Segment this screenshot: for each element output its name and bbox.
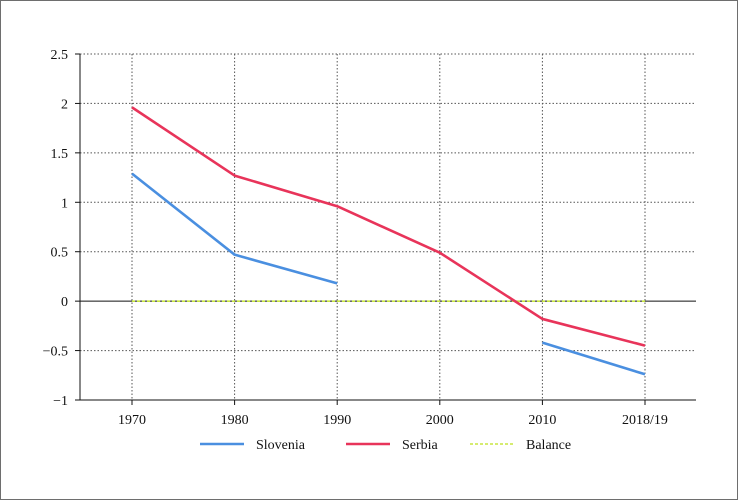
y-tick-label: −0.5 <box>43 345 68 360</box>
x-tick-label: 2018/19 <box>622 413 668 428</box>
y-tick-label: 0.5 <box>51 246 69 261</box>
x-tick-label: 1980 <box>221 413 249 428</box>
y-tick-label: 1 <box>61 196 68 211</box>
x-tick-label: 2010 <box>528 413 556 428</box>
x-tick-label: 1970 <box>118 413 146 428</box>
series-line-slovenia <box>131 172 338 285</box>
legend-label-balance: Balance <box>526 438 571 453</box>
legend: Slovenia Serbia Balance <box>200 438 571 453</box>
grid <box>80 53 696 400</box>
y-tick-label: 0 <box>61 295 68 310</box>
series-lines <box>131 106 646 376</box>
y-tick-label: 2.5 <box>51 48 69 63</box>
y-tick-label: 1.5 <box>51 147 69 162</box>
series-line-serbia <box>131 106 646 347</box>
legend-label-serbia: Serbia <box>402 438 439 453</box>
series-line-slovenia <box>542 341 646 376</box>
legend-label-slovenia: Slovenia <box>256 438 306 453</box>
y-tick-label: 2 <box>61 97 68 112</box>
tick-labels: 2.5 2 1.5 1 0.5 0 −0.5 −1 1970 1980 1990 2000 2010 20… <box>43 48 668 428</box>
x-tick-label: 1990 <box>323 413 351 428</box>
x-tick-label: 2000 <box>426 413 454 428</box>
y-tick-label: −1 <box>53 394 68 409</box>
